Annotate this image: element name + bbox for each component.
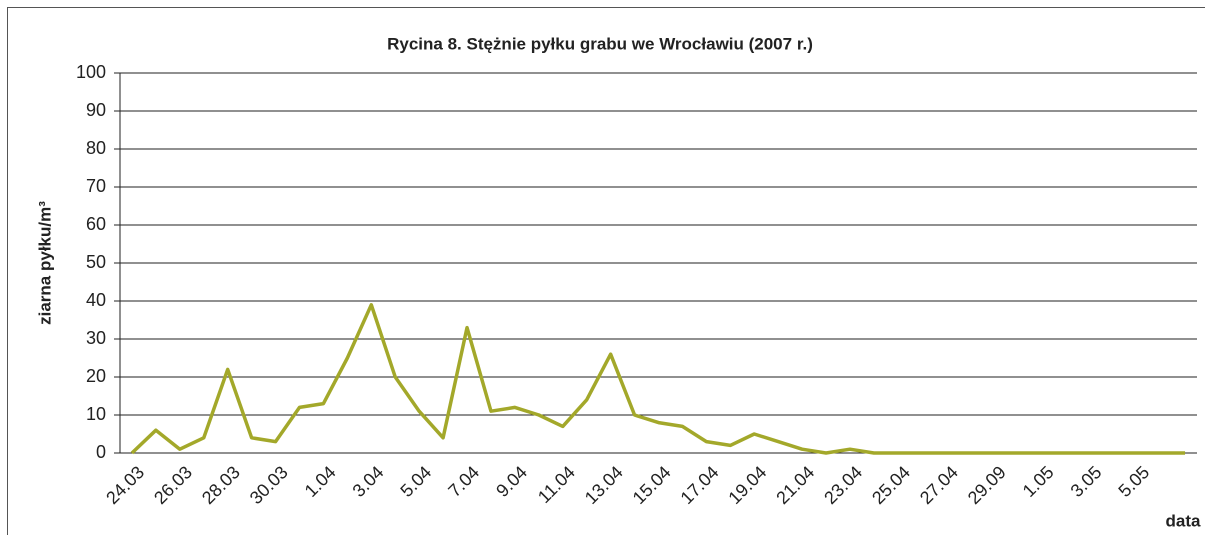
x-tick-label: 23.04 xyxy=(820,462,866,508)
x-tick-label: 5.04 xyxy=(396,462,435,501)
x-tick-label: 27.04 xyxy=(916,462,962,508)
x-tick-label: 5.05 xyxy=(1114,462,1153,501)
x-tick-label: 11.04 xyxy=(534,462,579,507)
x-tick-label: 13.04 xyxy=(581,462,627,508)
x-tick-label: 1.04 xyxy=(301,462,340,501)
y-tick-label: 90 xyxy=(86,100,106,120)
x-tick-label: 1.05 xyxy=(1019,462,1058,501)
y-tick-label: 60 xyxy=(86,214,106,234)
data-line xyxy=(130,303,1186,455)
y-tick-label: 20 xyxy=(86,366,106,386)
x-tick-label: 19.04 xyxy=(724,462,770,508)
y-tick-label: 40 xyxy=(86,290,106,310)
x-tick-label: 28.03 xyxy=(198,462,244,508)
frame xyxy=(7,7,1205,535)
x-axis-label: data xyxy=(1166,511,1202,530)
chart-title: Rycina 8. Stężnie pyłku grabu we Wrocław… xyxy=(387,34,813,53)
x-tick-label: 15.04 xyxy=(629,462,675,508)
y-tick-label: 80 xyxy=(86,138,106,158)
x-tick-label: 25.04 xyxy=(868,462,914,508)
x-tick-label: 29.09 xyxy=(964,462,1010,508)
y-axis-label: ziarna pyłku/m³ xyxy=(35,201,54,325)
y-tick-label: 70 xyxy=(86,176,106,196)
x-tick-label: 9.04 xyxy=(492,462,531,501)
x-tick-label: 3.04 xyxy=(349,462,388,501)
y-tick-label: 30 xyxy=(86,328,106,348)
y-tick-label: 10 xyxy=(86,404,106,424)
y-tick-label: 50 xyxy=(86,252,106,272)
x-tick-label: 21.04 xyxy=(772,462,818,508)
x-tick-label: 26.03 xyxy=(150,462,196,508)
y-tick-label: 100 xyxy=(76,62,106,82)
x-tick-label: 24.03 xyxy=(102,462,148,508)
x-tick-label: 3.05 xyxy=(1067,462,1106,501)
y-tick-label: 0 xyxy=(96,442,106,462)
x-tick-label: 7.04 xyxy=(444,462,483,501)
x-tick-label: 30.03 xyxy=(246,462,292,508)
x-tick-label: 17.04 xyxy=(677,462,723,508)
